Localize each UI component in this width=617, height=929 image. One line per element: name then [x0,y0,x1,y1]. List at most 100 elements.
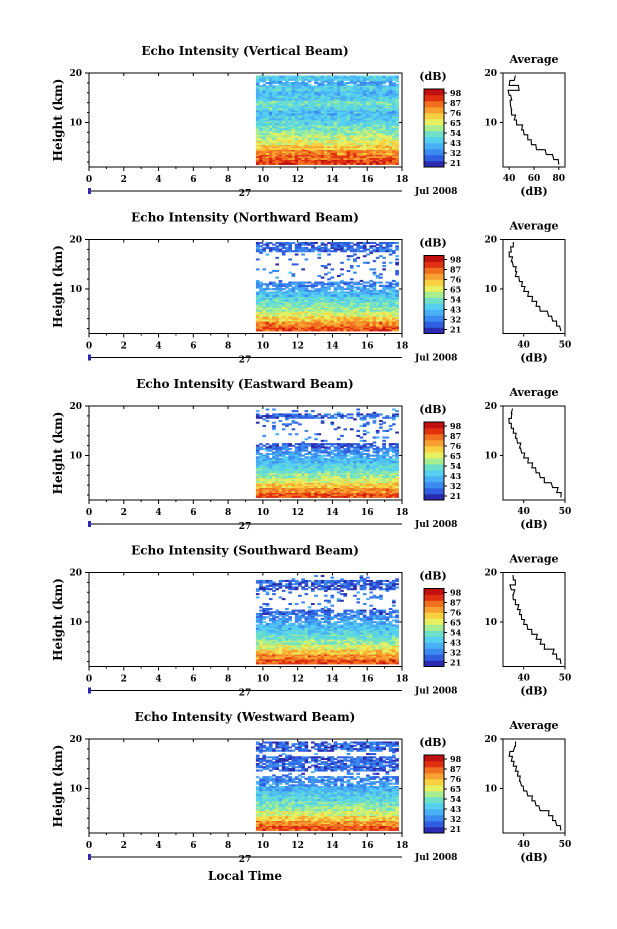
echo-cell [353,494,357,497]
echo-cell [281,116,286,119]
echo-cell [330,312,335,315]
echo-cell [359,138,364,141]
echo-cell [388,304,393,307]
echo-cell [362,156,367,159]
echo-cell [268,241,273,245]
echo-cell [382,138,386,141]
echo-cell [333,131,338,134]
echo-cell [311,319,315,322]
echo-cell [359,156,364,159]
echo-cell [382,301,386,304]
echo-cell [336,462,341,465]
echo-cell [265,100,270,103]
echo-cell [281,495,286,498]
echo-cell [311,294,315,297]
echo-cell [291,149,296,152]
echo-cell [255,152,260,156]
echo-cell [311,151,315,154]
echo-cell [301,288,305,291]
echo-cell [255,108,260,111]
echo-cell [362,146,367,149]
echo-cell [281,138,286,141]
echo-cell [336,495,341,498]
echo-cell [330,91,335,95]
echo-cell [259,139,263,142]
echo-cell [379,141,383,144]
echo-cell [268,123,273,126]
echo-cell [343,157,348,160]
echo-cell [265,101,270,104]
echo-cell [281,291,286,294]
echo-cell [275,256,280,259]
echo-cell [281,484,286,487]
echo-cell [288,485,292,489]
echo-cell [392,471,396,474]
profile-x-tick-label: 50 [559,341,572,351]
echo-cell [369,80,373,83]
echo-cell [301,250,305,253]
echo-cell [317,83,322,86]
echo-cell [317,151,322,154]
echo-cell [369,484,373,487]
echo-cell [311,156,315,159]
echo-cell [340,322,344,325]
echo-cell [265,253,270,256]
echo-cell [323,110,328,113]
echo-cell [294,466,299,469]
echo-cell [320,96,325,99]
echo-cell [317,108,322,111]
echo-cell [343,100,348,103]
echo-cell [388,484,393,487]
echo-cell [311,306,315,309]
echo-cell [366,261,370,264]
echo-cell [255,243,260,246]
echo-cell [262,90,267,93]
echo-cell [362,101,367,104]
echo-cell [395,298,399,301]
echo-cell [314,149,318,152]
echo-cell [343,464,348,467]
echo-cell [294,157,299,160]
echo-cell [382,77,386,80]
echo-cell [275,477,280,480]
echo-cell [259,298,263,301]
echo-cell [392,100,396,103]
echo-cell [268,307,273,310]
echo-cell [349,321,354,324]
echo-cell [353,253,357,256]
echo-cell [382,85,386,88]
echo-cell [281,490,286,493]
echo-cell [259,316,263,319]
echo-cell [294,489,299,492]
echo-cell [359,299,364,302]
echo-cell [343,162,348,165]
echo-cell [259,159,263,162]
echo-cell [278,121,283,124]
echo-cell [388,126,393,129]
echo-cell [333,133,338,136]
echo-cell [362,77,367,80]
echo-cell [385,301,390,304]
echo-cell [291,281,296,284]
echo-cell [375,162,380,165]
echo-cell [259,154,263,157]
echo-cell [268,462,273,465]
echo-cell [359,88,364,91]
echo-cell [375,326,380,329]
echo-cell [278,108,283,111]
echo-cell [362,294,367,297]
echo-cell [265,312,270,315]
echo-cell [395,479,399,482]
echo-cell [349,96,354,99]
echo-cell [346,482,351,485]
echo-cell [259,327,263,330]
echo-cell [268,466,273,469]
echo-cell [298,88,302,91]
echo-cell [372,123,377,126]
echo-cell [265,95,270,98]
echo-cell [294,293,299,296]
echo-cell [265,82,270,85]
echo-cell [385,469,390,472]
echo-cell [259,306,263,309]
echo-cell [333,467,338,470]
